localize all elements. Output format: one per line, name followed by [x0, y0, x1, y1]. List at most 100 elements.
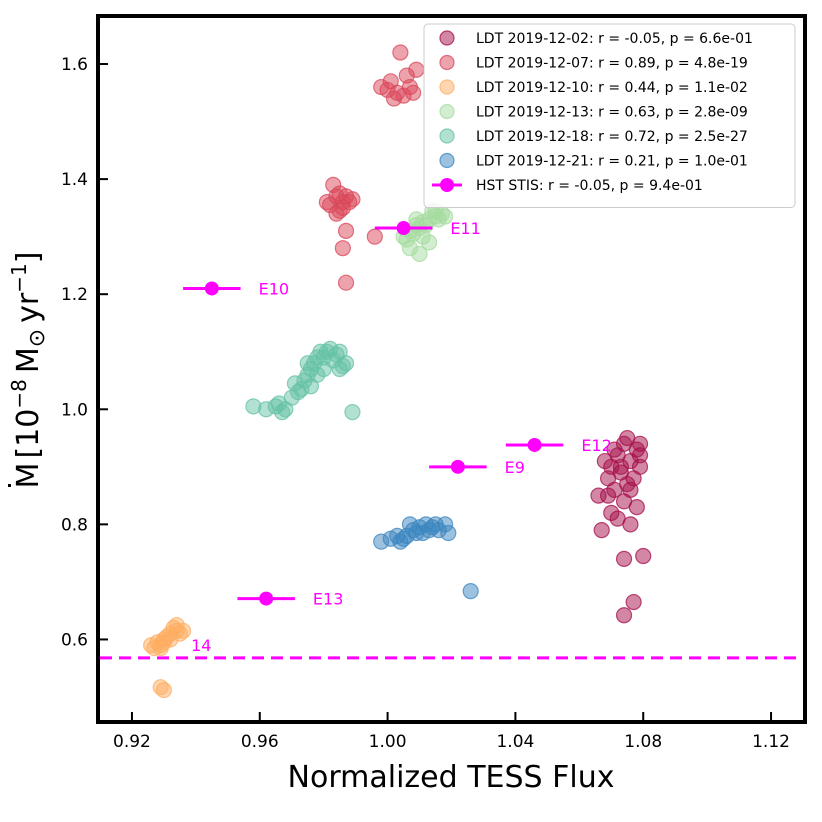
scatter-point — [615, 607, 633, 624]
legend: LDT 2019-12-02: r = -0.05, p = 6.6e-01 LD… — [423, 23, 796, 208]
y-tick-label: 1.6 — [61, 55, 88, 75]
scatter-point — [440, 524, 457, 542]
scatter-point — [334, 240, 351, 257]
x-tick-label: 0.92 — [113, 732, 151, 752]
scatter-point — [337, 222, 355, 240]
hst-label: E13 — [313, 590, 343, 609]
scatter-point — [344, 404, 361, 421]
scatter-point — [389, 527, 406, 544]
y-tick-label: 1.4 — [61, 170, 88, 190]
legend-marker — [440, 178, 454, 192]
y-label-base: M — [11, 463, 46, 489]
scatter-point — [337, 274, 355, 291]
scatter-point — [366, 228, 383, 245]
y-tick-label: 1.0 — [61, 400, 88, 420]
scatter-point — [385, 90, 403, 107]
x-tick-label: 1.08 — [624, 732, 662, 752]
y-label-yr: yr — [11, 292, 46, 323]
hline-layer: 14 — [100, 636, 803, 660]
scatter-point — [596, 452, 613, 470]
hst-label: E11 — [450, 219, 480, 238]
x-tick-label: 0.96 — [241, 732, 279, 752]
scatter-point — [631, 458, 649, 475]
legend-entry: LDT 2019-12-10: r = 0.44, p = 1.1e-02 — [476, 80, 748, 96]
legend-marker — [439, 128, 455, 144]
legend-entry: LDT 2019-12-21: r = 0.21, p = 1.0e-01 — [476, 154, 748, 170]
hst-layer: E10 E11 E12 E9 E13 — [183, 219, 612, 609]
scatter-point — [622, 516, 639, 533]
hst-point — [204, 281, 219, 296]
legend-marker — [439, 79, 455, 95]
scatter-point — [599, 470, 617, 487]
scatter-point — [612, 458, 629, 475]
legend-marker — [439, 30, 455, 46]
y-label-close: ] — [11, 252, 46, 264]
scatter-point — [382, 73, 399, 90]
legend-entry: LDT 2019-12-07: r = 0.89, p = 4.8e-19 — [476, 56, 748, 72]
scatter-point — [631, 435, 649, 452]
scatter-point — [590, 487, 607, 504]
scatter-point — [615, 550, 633, 567]
scatter-point — [414, 228, 431, 245]
hline-label: 14 — [191, 636, 211, 655]
scatter-point — [286, 375, 304, 392]
scatter-point — [421, 522, 438, 539]
legend-entry: LDT 2019-12-02: r = -0.05, p = 6.6e-01 — [476, 31, 753, 47]
y-label-unit: M — [11, 347, 46, 373]
x-tick-label: 1.04 — [496, 732, 534, 752]
x-axis-label: Normalized TESS Flux — [288, 760, 615, 795]
scatter-point — [635, 547, 652, 565]
scatter-point — [401, 516, 419, 533]
scatter-point — [606, 441, 623, 458]
scatter-point — [405, 84, 422, 101]
hst-label: E9 — [505, 458, 525, 477]
hst-label: E12 — [581, 436, 611, 455]
ticks-layer: 0.92 0.96 1.00 1.04 1.08 1.12 0.6 0.8 1.0 1.2 1.4 1… — [61, 55, 790, 752]
legend-entry: LDT 2019-12-18: r = 0.72, p = 2.5e-27 — [476, 129, 748, 145]
scatter-point — [628, 498, 645, 516]
y-label-sun: ⊙ — [25, 329, 50, 347]
scatter-point — [625, 593, 642, 611]
scatter-point — [155, 681, 173, 699]
scatter-point — [168, 616, 185, 634]
legend-box — [423, 23, 796, 208]
legend-marker — [439, 103, 455, 120]
scatter-point — [622, 481, 639, 498]
scatter-point — [411, 245, 428, 263]
scatter-point — [593, 522, 610, 539]
x-tick-label: 1.12 — [752, 732, 790, 752]
scatter-point — [318, 194, 335, 211]
scatter-point — [328, 205, 345, 222]
scatter-point — [603, 504, 620, 521]
hst-point — [450, 459, 465, 474]
scatter-point — [277, 401, 294, 418]
scatter-point — [462, 583, 479, 600]
y-axis-label: M[10−8M⊙yr−1] — [7, 252, 50, 489]
legend-entry: LDT 2019-12-13: r = 0.63, p = 2.8e-09 — [476, 105, 748, 121]
legend-entry: HST STIS: r = -0.05, p = 9.4e-01 — [476, 178, 703, 194]
scatter-point — [408, 211, 425, 228]
svg-text:M[10−8M⊙yr−1]: M[10−8M⊙yr−1] — [7, 252, 50, 489]
y-tick-label: 1.2 — [61, 285, 88, 305]
scatter-point — [331, 343, 348, 360]
scatter-point — [162, 631, 179, 648]
y-label-open: [10 — [11, 409, 46, 459]
scatter-point — [315, 360, 332, 378]
y-tick-label: 0.6 — [61, 630, 88, 650]
y-label-exp1: −8 — [7, 379, 31, 408]
x-tick-label: 1.00 — [369, 732, 407, 752]
y-label-exp2: −1 — [7, 263, 31, 292]
legend-marker — [439, 152, 455, 169]
scatter-point — [392, 44, 409, 61]
hst-point — [259, 591, 274, 606]
plot-frame — [96, 14, 807, 724]
hst-label: E10 — [259, 279, 289, 298]
legend-marker — [439, 54, 455, 71]
hst-point — [396, 221, 411, 236]
scatter-point — [331, 185, 348, 202]
hst-point — [527, 437, 542, 452]
y-axis-label-dot: ˙ — [4, 478, 39, 493]
scatter-point — [408, 61, 425, 78]
scatter-point — [299, 355, 316, 372]
